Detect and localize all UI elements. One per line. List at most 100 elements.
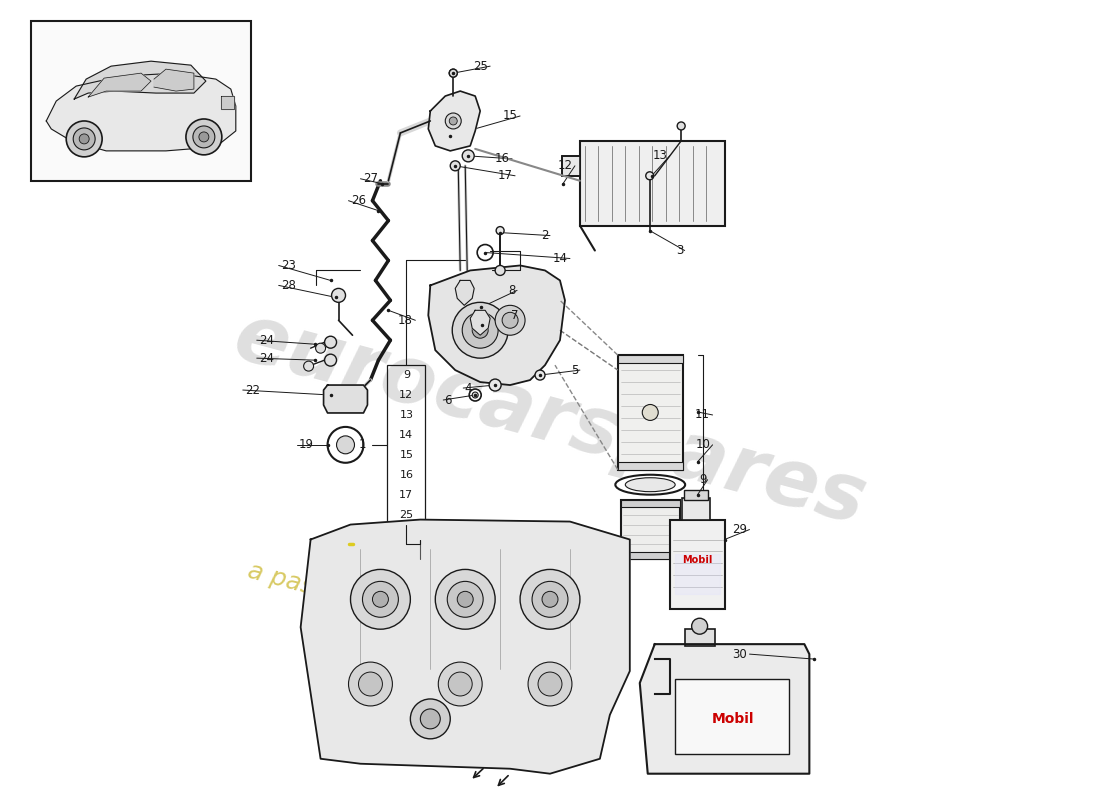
Text: 16: 16 — [399, 470, 414, 480]
Circle shape — [373, 591, 388, 607]
Circle shape — [410, 699, 450, 739]
Circle shape — [192, 126, 215, 148]
Text: a passion for parts since 1985: a passion for parts since 1985 — [245, 558, 616, 680]
Polygon shape — [154, 69, 194, 91]
Text: 15: 15 — [399, 450, 414, 460]
Circle shape — [74, 128, 96, 150]
Circle shape — [449, 117, 458, 125]
Text: 17: 17 — [497, 170, 513, 182]
Text: 29: 29 — [732, 523, 747, 536]
Circle shape — [449, 69, 458, 77]
Polygon shape — [455, 281, 474, 306]
Circle shape — [538, 672, 562, 696]
Polygon shape — [221, 96, 234, 109]
Circle shape — [331, 288, 345, 302]
Circle shape — [349, 662, 393, 706]
Circle shape — [520, 570, 580, 630]
Text: 9: 9 — [698, 474, 706, 486]
Circle shape — [199, 132, 209, 142]
Text: 8: 8 — [508, 284, 516, 297]
Text: eurocarspares: eurocarspares — [226, 298, 875, 542]
Polygon shape — [88, 73, 151, 97]
Bar — [387, 365, 426, 525]
Polygon shape — [74, 61, 206, 99]
Circle shape — [324, 336, 337, 348]
Polygon shape — [46, 73, 235, 151]
Circle shape — [532, 582, 568, 618]
Bar — [580, 141, 725, 226]
Circle shape — [642, 405, 658, 421]
Bar — [682, 498, 710, 519]
Text: 23: 23 — [282, 259, 296, 272]
Text: 28: 28 — [282, 279, 296, 292]
Circle shape — [542, 591, 558, 607]
Text: 14: 14 — [399, 430, 414, 440]
Polygon shape — [640, 644, 810, 774]
Circle shape — [337, 436, 354, 454]
Text: 2: 2 — [541, 229, 549, 242]
Bar — [670, 519, 725, 610]
Circle shape — [472, 322, 488, 338]
Text: 22: 22 — [245, 383, 261, 397]
Bar — [620, 553, 680, 559]
Circle shape — [646, 172, 653, 180]
Text: 11: 11 — [695, 409, 711, 422]
Circle shape — [462, 312, 498, 348]
Circle shape — [186, 119, 222, 155]
Text: 16: 16 — [495, 152, 509, 166]
Circle shape — [324, 354, 337, 366]
Circle shape — [351, 570, 410, 630]
Bar — [674, 679, 790, 754]
Text: 27: 27 — [363, 172, 378, 186]
Circle shape — [449, 69, 458, 77]
Text: 4: 4 — [464, 382, 472, 394]
Text: 10: 10 — [695, 438, 711, 451]
Circle shape — [495, 266, 505, 275]
Text: 24: 24 — [260, 334, 274, 346]
Circle shape — [359, 672, 383, 696]
Polygon shape — [470, 310, 491, 335]
Circle shape — [452, 302, 508, 358]
Circle shape — [472, 392, 478, 398]
Bar — [684, 630, 715, 646]
Circle shape — [458, 591, 473, 607]
Polygon shape — [323, 385, 367, 413]
Circle shape — [304, 361, 313, 371]
Circle shape — [448, 582, 483, 618]
Circle shape — [79, 134, 89, 144]
Text: 13: 13 — [652, 150, 668, 162]
Text: 1: 1 — [359, 438, 366, 451]
Circle shape — [678, 122, 685, 130]
Text: 3: 3 — [676, 244, 683, 257]
Circle shape — [692, 618, 707, 634]
Circle shape — [528, 662, 572, 706]
Circle shape — [438, 662, 482, 706]
Text: 25: 25 — [399, 510, 414, 520]
Circle shape — [316, 343, 326, 353]
Circle shape — [495, 306, 525, 335]
Text: 13: 13 — [399, 410, 414, 420]
Circle shape — [450, 161, 460, 170]
Text: 12: 12 — [558, 159, 572, 172]
Circle shape — [66, 121, 102, 157]
Polygon shape — [428, 266, 565, 385]
Text: 9: 9 — [403, 370, 410, 380]
Ellipse shape — [625, 478, 675, 492]
Polygon shape — [300, 519, 630, 774]
Bar — [620, 500, 680, 506]
Bar — [684, 490, 707, 500]
Text: 15: 15 — [503, 110, 517, 122]
Circle shape — [490, 379, 502, 391]
Text: 12: 12 — [399, 390, 414, 400]
Circle shape — [496, 226, 504, 234]
Text: 7: 7 — [512, 309, 519, 322]
Text: 5: 5 — [571, 364, 579, 377]
Circle shape — [449, 672, 472, 696]
Circle shape — [502, 312, 518, 328]
Text: 17: 17 — [399, 490, 414, 500]
Text: Mobil: Mobil — [682, 555, 713, 565]
Circle shape — [535, 370, 544, 380]
Bar — [31, 22, 251, 181]
Text: 6: 6 — [444, 394, 452, 406]
Bar — [618, 355, 683, 470]
